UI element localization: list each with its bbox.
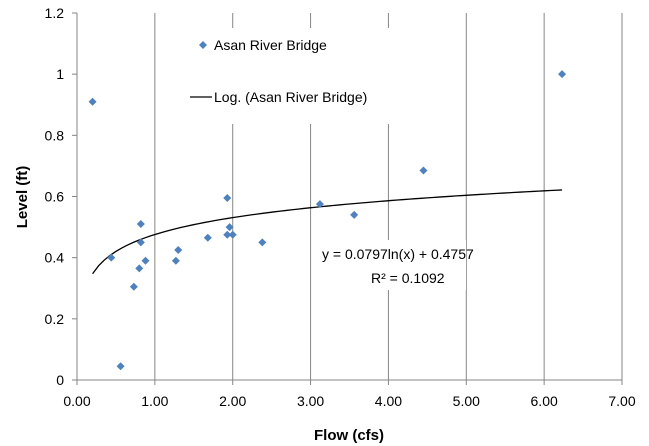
r-squared-label: R² = 0.1092 [371, 270, 445, 286]
x-tick-label: 7.00 [608, 393, 635, 409]
x-tick-label: 3.00 [297, 393, 324, 409]
legend-background [188, 28, 410, 124]
y-tick-labels: 0 0.2 0.4 0.6 0.8 1 1.2 [45, 5, 65, 388]
data-points [88, 70, 567, 371]
y-axis-title: Level (ft) [14, 166, 31, 229]
data-point [223, 194, 232, 203]
axes [72, 12, 623, 385]
x-tick-labels: 0.00 1.00 2.00 3.00 4.00 5.00 6.00 7.00 [63, 393, 635, 409]
data-point [258, 238, 267, 247]
data-point [171, 256, 180, 265]
equation-label: y = 0.0797ln(x) + 0.4757 [322, 246, 474, 262]
x-tick-label: 5.00 [453, 393, 480, 409]
data-point [315, 200, 324, 209]
y-tick-label: 0.2 [45, 311, 65, 327]
y-tick-label: 0.4 [45, 250, 65, 266]
x-tick-label: 1.00 [141, 393, 168, 409]
y-tick-label: 1 [56, 66, 64, 82]
trendline-equation: y = 0.0797ln(x) + 0.4757 R² = 0.1092 [316, 240, 474, 290]
data-point [141, 256, 150, 265]
data-point [136, 220, 145, 229]
data-point [136, 238, 145, 247]
x-tick-label: 2.00 [219, 393, 246, 409]
data-point [129, 282, 138, 291]
x-axis-title: Flow (cfs) [314, 427, 384, 444]
legend-label-series: Asan River Bridge [214, 37, 327, 53]
data-point [116, 362, 125, 371]
y-tick-label: 0.6 [45, 189, 65, 205]
trendline [92, 189, 563, 275]
data-point [203, 233, 212, 242]
data-point [225, 223, 234, 232]
data-point [174, 246, 183, 255]
data-point [350, 210, 359, 219]
data-point [228, 230, 237, 239]
y-tick-label: 0 [56, 372, 64, 388]
data-point [135, 264, 144, 273]
equation-background [316, 240, 466, 290]
data-point [558, 70, 567, 79]
data-point [223, 230, 232, 239]
data-point [107, 253, 116, 262]
legend: Asan River Bridge Log. (Asan River Bridg… [188, 28, 410, 124]
legend-marker-diamond [199, 41, 207, 49]
data-point [88, 97, 97, 106]
data-point [419, 166, 428, 175]
x-tick-label: 6.00 [531, 393, 558, 409]
x-tick-label: 0.00 [63, 393, 90, 409]
y-tick-label: 0.8 [45, 127, 65, 143]
y-tick-label: 1.2 [45, 5, 65, 21]
legend-label-trendline: Log. (Asan River Bridge) [214, 89, 367, 105]
x-tick-label: 4.00 [375, 393, 402, 409]
